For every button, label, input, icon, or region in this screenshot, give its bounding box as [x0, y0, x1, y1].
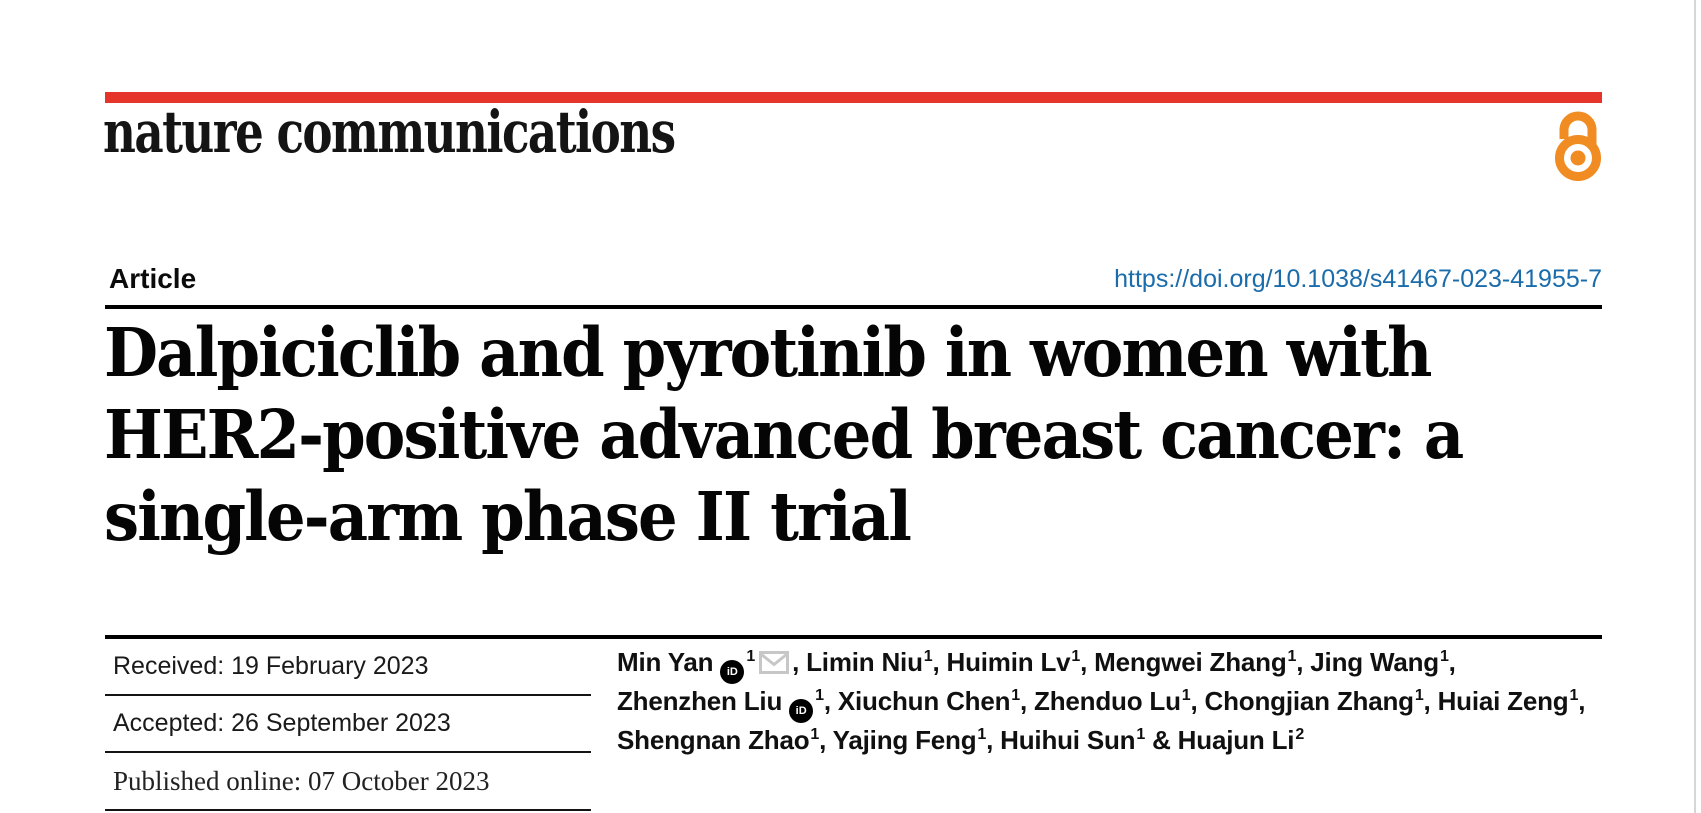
- published-date: Published online: 07 October 2023: [105, 753, 591, 811]
- affiliation-superscript: 1: [1011, 687, 1020, 704]
- author-name-text: & Huajun Li: [1145, 725, 1295, 755]
- header-divider-rule: [105, 305, 1602, 309]
- author-name-text: , Huihui Sun: [986, 725, 1136, 755]
- envelope-icon[interactable]: [759, 648, 790, 682]
- author-name-text: ,: [1448, 647, 1456, 677]
- article-history: Received: 19 February 2023 Accepted: 26 …: [105, 639, 591, 811]
- affiliation-superscript: 1: [1569, 687, 1579, 704]
- author-name-text: , Yajing Feng: [819, 725, 977, 755]
- affiliation-superscript: 1: [810, 726, 820, 743]
- author-name-text: , Huiai Zeng: [1423, 686, 1569, 716]
- affiliation-superscript: 2: [1295, 726, 1305, 743]
- article-type-kicker: Article: [109, 263, 197, 294]
- author-name-text: , Jing Wang: [1296, 647, 1439, 677]
- accepted-date: Accepted: 26 September 2023: [105, 696, 591, 753]
- orcid-icon[interactable]: iD: [720, 660, 745, 684]
- journal-wordmark: nature communications: [103, 98, 676, 166]
- author-name-text: Min Yan: [617, 647, 714, 677]
- affiliation-superscript: 1: [1414, 687, 1424, 704]
- article-title-line: HER2-positive advanced breast cancer: a: [104, 395, 1464, 474]
- article-title-line: single-arm phase II trial: [104, 477, 912, 556]
- article-title-line: Dalpiciclib and pyrotinib in women with: [104, 313, 1432, 392]
- author-name-text: Shengnan Zhao: [617, 725, 810, 755]
- affiliation-superscript: 1: [1287, 648, 1297, 665]
- author-name-text: , Huimin Lv: [932, 647, 1071, 677]
- affiliation-superscript: 1: [1181, 687, 1191, 704]
- affiliation-superscript: 1: [977, 726, 987, 743]
- author-line: Min Yan iD1, Limin Niu1, Huimin Lv1, Meng…: [617, 645, 1497, 684]
- page-edge-divider: [1694, 0, 1696, 813]
- article-title: Dalpiciclib and pyrotinib in women with …: [104, 312, 1604, 558]
- affiliation-superscript: 1: [815, 687, 824, 704]
- author-line: Zhenzhen Liu iD1, Xiuchun Chen1, Zhenduo …: [617, 684, 1585, 723]
- affiliation-superscript: 1: [923, 648, 933, 665]
- author-line: Shengnan Zhao1, Yajing Feng1, Huihui Sun…: [617, 723, 1497, 762]
- author-name-text: , Chongjian Zhang: [1190, 686, 1414, 716]
- author-name-text: Zhenzhen Liu: [617, 686, 783, 716]
- affiliation-superscript: 1: [1439, 648, 1449, 665]
- doi-link[interactable]: https://doi.org/10.1038/s41467-023-41955…: [1114, 265, 1602, 293]
- author-name-text: , Mengwei Zhang: [1080, 647, 1287, 677]
- affiliation-superscript: 1: [1071, 648, 1081, 665]
- affiliation-superscript: 1: [1136, 726, 1146, 743]
- author-list: Min Yan iD1, Limin Niu1, Huimin Lv1, Meng…: [617, 645, 1585, 762]
- author-name-text: , Xiuchun Chen: [823, 686, 1011, 716]
- received-date: Received: 19 February 2023: [105, 639, 591, 696]
- affiliation-superscript: 1: [746, 648, 756, 665]
- author-name-text: ,: [1578, 686, 1586, 716]
- orcid-icon[interactable]: iD: [789, 699, 814, 723]
- title-divider-rule: [105, 635, 1602, 639]
- author-name-text: , Zhenduo Lu: [1019, 686, 1181, 716]
- open-access-padlock-icon[interactable]: [1554, 108, 1602, 182]
- brand-red-bar: [105, 92, 1602, 103]
- author-name-text: , Limin Niu: [792, 647, 923, 677]
